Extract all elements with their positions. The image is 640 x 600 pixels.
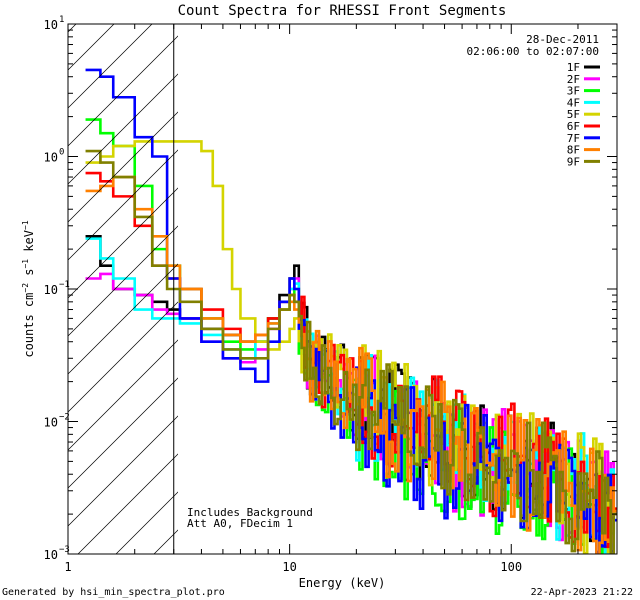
series-layer <box>85 68 617 554</box>
legend-label-9F: 9F <box>567 155 580 168</box>
annotation-attenuator: Att A0, FDecim 1 <box>187 517 293 530</box>
legend-label-5F: 5F <box>567 108 580 121</box>
y-axis-title: counts cm−2 s−1 keV−1 <box>21 220 36 357</box>
hatch-line <box>68 24 153 109</box>
hatch-line <box>68 225 178 337</box>
hatch-line <box>68 377 178 489</box>
hatch-line <box>68 149 178 261</box>
hatch-line <box>68 24 115 71</box>
x-tick-label: 10 <box>282 560 296 574</box>
footer-timestamp: 22-Apr-2023 21:22 <box>531 587 633 598</box>
date-label: 28-Dec-2011 <box>526 33 599 46</box>
hatch-line <box>68 187 178 299</box>
legend-label-2F: 2F <box>567 73 580 86</box>
legend-label-4F: 4F <box>567 96 580 109</box>
y-tick-label: 10 <box>44 416 58 430</box>
x-axis-title: Energy (keV) <box>299 576 386 590</box>
y-tick-exponent: −3 <box>59 545 70 555</box>
footer-generated-by: Generated by hsi_min_spectra_plot.pro <box>2 587 225 598</box>
chart-title: Count Spectra for RHESSI Front Segments <box>178 3 507 19</box>
y-tick-exponent: −1 <box>59 280 70 290</box>
hatch-line <box>68 415 178 527</box>
y-tick-label: 10 <box>44 151 58 165</box>
y-tick-exponent: 1 <box>59 15 64 25</box>
excluded-region-hatch <box>0 0 178 554</box>
x-tick-label: 100 <box>500 560 522 574</box>
legend-label-1F: 1F <box>567 61 580 74</box>
legend-label-8F: 8F <box>567 144 580 157</box>
legend-label-6F: 6F <box>567 120 580 133</box>
hatch-line <box>0 0 108 554</box>
legend-label-3F: 3F <box>567 85 580 98</box>
legend-label-7F: 7F <box>567 132 580 145</box>
y-tick-label: 10 <box>44 283 58 297</box>
time-range-label: 02:06:00 to 02:07:00 <box>467 45 599 58</box>
y-tick-exponent: 0 <box>59 148 64 158</box>
x-tick-label: 1 <box>64 560 71 574</box>
annotation-background: Includes Background <box>187 506 313 519</box>
y-tick-label: 10 <box>44 548 58 562</box>
y-tick-exponent: −2 <box>59 413 70 423</box>
y-tick-label: 10 <box>44 18 58 32</box>
hatch-line <box>68 35 178 147</box>
hatch-line <box>68 73 178 185</box>
series-line-9F <box>85 149 617 554</box>
